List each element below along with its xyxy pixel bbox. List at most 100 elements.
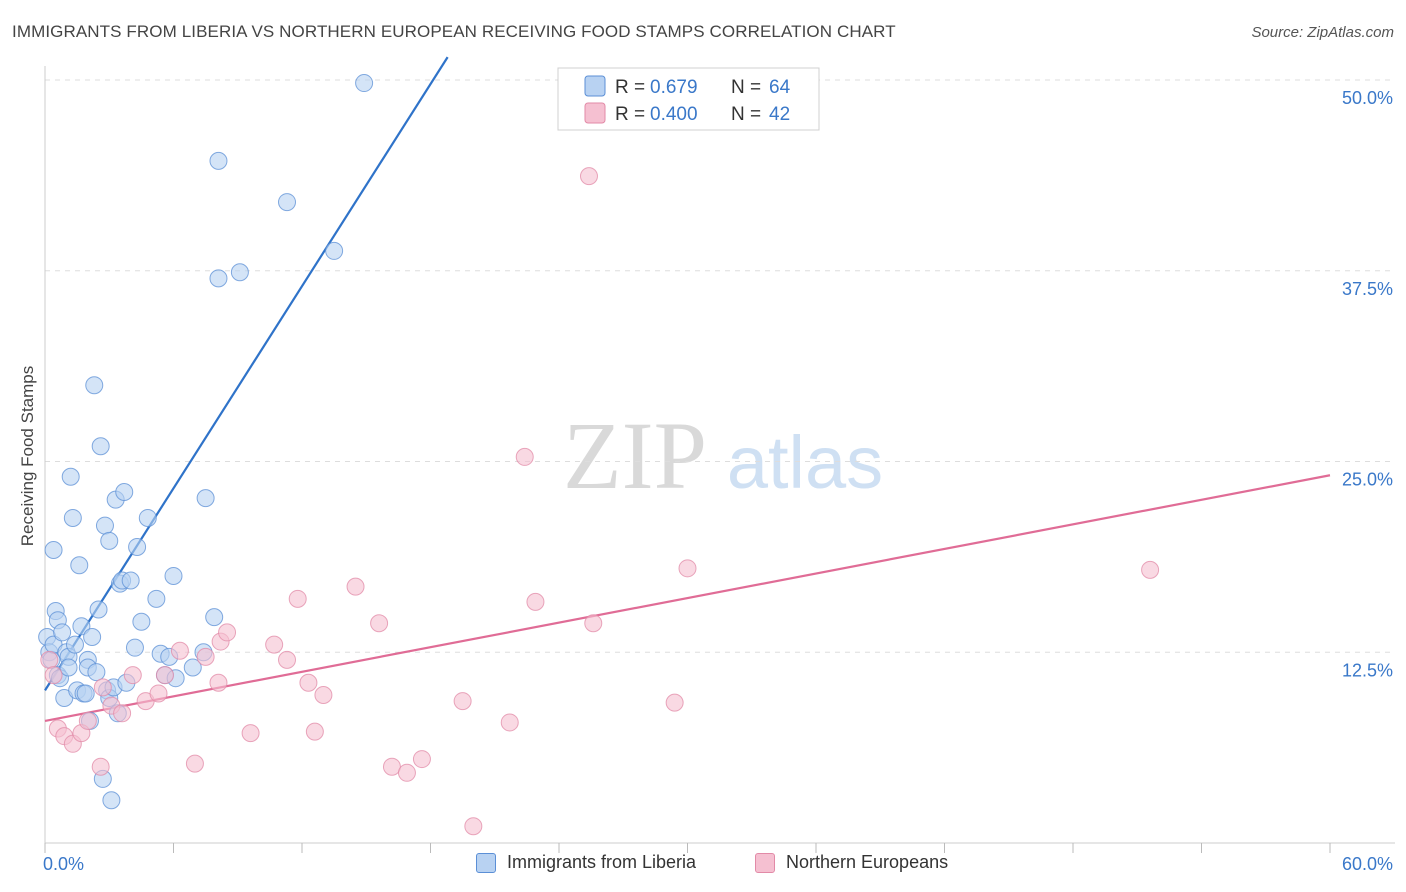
northern-european-point-25 (299, 673, 318, 692)
northern-european-point-39 (584, 614, 603, 633)
northern-european-point-41 (678, 559, 697, 578)
northern-european-point-29 (370, 614, 389, 633)
x-tick-label-min: 0.0% (43, 854, 84, 874)
northern-european-trend-line (44, 474, 1331, 723)
northern-european-point-15 (170, 641, 189, 660)
trend-lines (44, 56, 1331, 723)
northern-european-point-34 (464, 817, 483, 836)
stats-n-value-2: 42 (769, 104, 790, 125)
northern-european-point-7 (91, 757, 110, 776)
axes (44, 66, 1395, 853)
liberia-point-62 (325, 241, 344, 260)
legend-item-northern-europeans: Northern Europeans (755, 852, 948, 873)
northern-european-point-37 (526, 592, 545, 611)
northern-european-point-0 (40, 650, 59, 669)
northern-european-point-38 (579, 167, 598, 186)
northern-european-point-31 (397, 763, 416, 782)
liberia-point-56 (196, 489, 215, 508)
northern-european-point-17 (196, 647, 215, 666)
northern-european-point-22 (265, 635, 284, 654)
northern-european-point-35 (500, 713, 519, 732)
northern-european-point-1 (44, 666, 63, 685)
liberia-point-52 (164, 566, 183, 585)
y-tick-label-3: 50.0% (1342, 88, 1393, 108)
liberia-point-60 (230, 263, 249, 282)
northern-european-point-32 (412, 750, 431, 769)
liberia-point-35 (102, 791, 121, 810)
northern-european-point-26 (305, 722, 324, 741)
northern-european-point-40 (665, 693, 684, 712)
liberia-point-54 (183, 658, 202, 677)
y-tick-label-2: 37.5% (1342, 279, 1393, 299)
northern-european-point-14 (155, 666, 174, 685)
source-label: Source: ZipAtlas.com (1251, 24, 1394, 41)
northern-european-point-28 (346, 577, 365, 596)
liberia-point-43 (121, 571, 140, 590)
data-points (38, 74, 1160, 836)
liberia-point-57 (205, 608, 224, 627)
stats-n-label-2: N = (731, 104, 761, 125)
liberia-point-16 (65, 635, 84, 654)
y-axis-label: Receiving Food Stamps (18, 366, 37, 546)
liberia-point-29 (91, 437, 110, 456)
liberia-point-44 (125, 638, 144, 657)
watermark-zip: ZIP (563, 402, 707, 509)
liberia-point-13 (59, 658, 78, 677)
liberia-point-15 (63, 508, 82, 527)
series-legend: Immigrants from Liberia Northern Europea… (0, 852, 1406, 878)
chart-title: IMMIGRANTS FROM LIBERIA VS NORTHERN EURO… (12, 22, 896, 41)
northern-european-point-27 (314, 685, 333, 704)
liberia-point-9 (53, 623, 72, 642)
liberia-point-4 (44, 541, 63, 560)
liberia-point-26 (85, 376, 104, 395)
northern-european-point-36 (515, 447, 534, 466)
y-tick-label-0: 12.5% (1342, 660, 1393, 680)
liberia-point-31 (95, 516, 114, 535)
northern-european-point-11 (123, 666, 142, 685)
northern-european-point-24 (288, 589, 307, 608)
y-tick-label-1: 25.0% (1342, 470, 1393, 490)
northern-european-point-8 (93, 678, 112, 697)
legend-label-northern-europeans: Northern Europeans (786, 852, 949, 872)
liberia-point-58 (209, 269, 228, 288)
legend-item-liberia: Immigrants from Liberia (476, 852, 696, 873)
watermark-atlas: atlas (727, 421, 883, 504)
stats-r-label-1: R = (615, 77, 645, 98)
liberia-trend-line (44, 56, 449, 691)
legend-swatch-liberia (476, 852, 496, 873)
stats-legend-swatch-blue (584, 75, 606, 97)
stats-n-label-1: N = (731, 77, 761, 98)
northern-european-point-16 (185, 754, 204, 773)
liberia-point-28 (89, 600, 108, 619)
liberia-point-33 (100, 531, 119, 550)
northern-european-point-13 (149, 684, 168, 703)
liberia-point-63 (355, 74, 374, 93)
northern-european-point-23 (278, 650, 297, 669)
stats-r-value-2: 0.400 (650, 104, 698, 125)
liberia-point-45 (128, 537, 147, 556)
x-tick-label-max: 60.0% (1342, 854, 1393, 874)
liberia-point-18 (70, 556, 89, 575)
liberia-point-41 (115, 483, 134, 502)
northern-european-point-10 (113, 704, 132, 723)
northern-european-point-21 (241, 724, 260, 743)
liberia-point-19 (72, 617, 91, 636)
northern-european-point-30 (382, 757, 401, 776)
liberia-point-14 (61, 467, 80, 486)
liberia-point-27 (87, 663, 106, 682)
y-tick-labels: 12.5% 25.0% 37.5% 50.0% (1342, 88, 1393, 680)
liberia-point-25 (83, 627, 102, 646)
northern-european-point-18 (209, 673, 228, 692)
liberia-point-47 (138, 508, 157, 527)
northern-european-point-20 (218, 623, 237, 642)
legend-label-liberia: Immigrants from Liberia (507, 852, 697, 872)
liberia-point-61 (278, 193, 297, 212)
grid-lines (45, 79, 1395, 653)
northern-european-point-33 (453, 692, 472, 711)
liberia-point-59 (209, 151, 228, 170)
stats-legend: R = 0.679 N = 64 R = 0.400 N = 42 (557, 67, 820, 131)
northern-european-point-6 (78, 711, 97, 730)
northern-european-point-42 (1141, 560, 1160, 579)
stats-r-label-2: R = (615, 104, 645, 125)
